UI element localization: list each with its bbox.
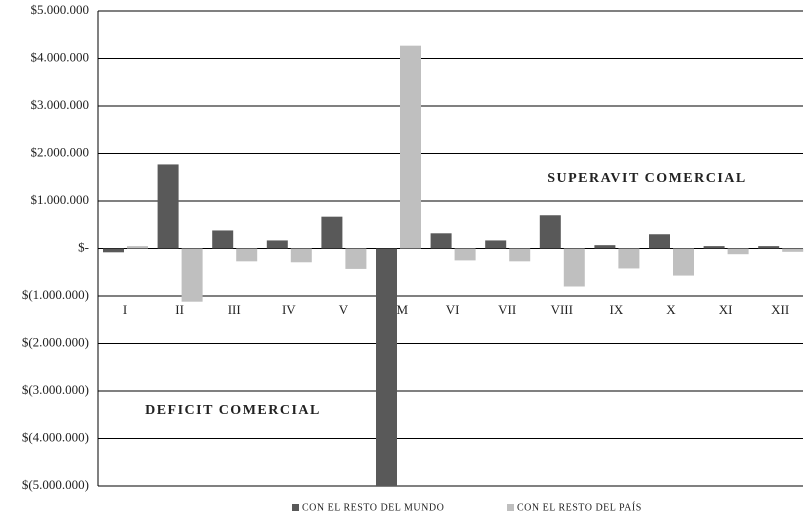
x-tick-label: I	[123, 302, 127, 317]
y-tick-label: $3.000.000	[31, 97, 90, 112]
legend-swatch	[507, 504, 514, 511]
y-tick-label: $(2.000.000)	[22, 334, 89, 349]
bar	[266, 240, 288, 249]
bar	[618, 248, 640, 269]
x-tick-label: VIII	[551, 302, 573, 317]
x-tick-label: XI	[719, 302, 733, 317]
x-tick-label: X	[666, 302, 676, 317]
y-tick-label: $5.000.000	[31, 2, 90, 17]
bar	[236, 248, 258, 262]
legend-label: CON EL RESTO DEL MUNDO	[302, 502, 444, 513]
bar	[509, 248, 531, 262]
x-tick-label: XII	[771, 302, 789, 317]
bar	[212, 230, 234, 249]
bar	[758, 246, 780, 249]
x-tick-label: VI	[446, 302, 460, 317]
y-tick-label: $(4.000.000)	[22, 429, 89, 444]
bar	[454, 248, 476, 261]
y-tick-label: $(3.000.000)	[22, 382, 89, 397]
bar	[703, 246, 725, 249]
bar	[563, 248, 585, 287]
bar	[181, 248, 203, 302]
y-tick-label: $1.000.000	[31, 192, 90, 207]
bar	[782, 248, 804, 252]
y-tick-label: $(5.000.000)	[22, 477, 89, 492]
legend-label: CON EL RESTO DEL PAÍS	[517, 501, 642, 513]
annotation: SUPERAVIT COMERCIAL	[547, 171, 747, 186]
x-tick-label: V	[339, 302, 349, 317]
annotation: DEFICIT COMERCIAL	[145, 403, 321, 418]
bar	[539, 215, 561, 249]
x-tick-label: III	[228, 302, 241, 317]
y-tick-label: $4.000.000	[31, 49, 90, 64]
bar	[290, 248, 312, 263]
bar	[321, 216, 343, 249]
y-tick-label: $2.000.000	[31, 144, 90, 159]
bar	[727, 248, 749, 255]
bar	[485, 240, 507, 249]
bar	[649, 234, 670, 249]
x-tick-label: II	[175, 302, 184, 317]
bar	[127, 246, 148, 249]
bar	[430, 233, 452, 249]
y-tick-label: $-	[78, 239, 89, 254]
x-tick-label: VII	[498, 302, 516, 317]
x-tick-label: IX	[610, 302, 624, 317]
bar	[594, 245, 616, 249]
bar	[103, 248, 124, 253]
bar	[400, 45, 421, 249]
bar	[157, 164, 179, 249]
bar	[673, 248, 694, 276]
legend-swatch	[292, 504, 299, 511]
x-tick-label: IV	[282, 302, 296, 317]
bar	[376, 248, 397, 486]
y-tick-label: $(1.000.000)	[22, 287, 89, 302]
bar	[345, 248, 367, 269]
